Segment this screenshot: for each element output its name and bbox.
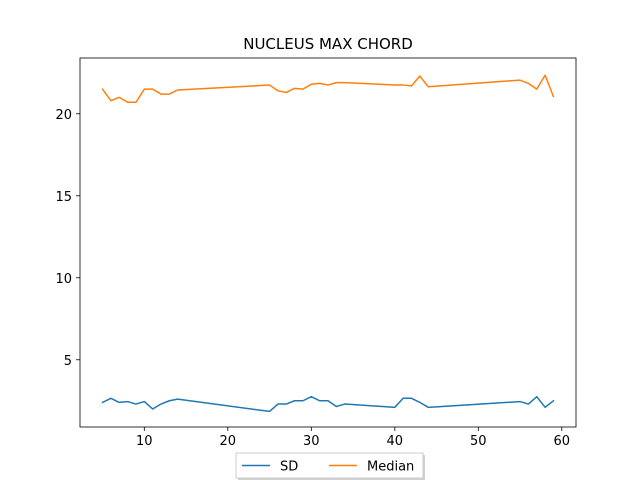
y-tick-label: 15 bbox=[55, 190, 72, 205]
x-tick-label: 30 bbox=[303, 434, 320, 449]
legend-label-median: Median bbox=[367, 460, 414, 475]
x-tick-label: 20 bbox=[220, 434, 237, 449]
x-tick-label: 60 bbox=[554, 434, 571, 449]
y-tick-label: 20 bbox=[55, 108, 72, 123]
y-tick-label: 5 bbox=[64, 354, 72, 369]
series-layer bbox=[101, 74, 555, 413]
legend-label-sd: SD bbox=[280, 460, 298, 475]
x-tick-label: 50 bbox=[470, 434, 487, 449]
plot-frame bbox=[79, 57, 577, 428]
series-line-sd bbox=[101, 395, 555, 413]
axes-layer: 10 20 30 40 50 60 5 10 15 20 bbox=[55, 57, 577, 449]
chart-title: NUCLEUS MAX CHORD bbox=[243, 35, 413, 53]
y-tick-label: 10 bbox=[55, 272, 72, 287]
x-tick-label: 10 bbox=[136, 434, 153, 449]
x-tick-label: 40 bbox=[387, 434, 404, 449]
series-line-median bbox=[101, 74, 555, 104]
legend: SD Median bbox=[235, 452, 425, 480]
